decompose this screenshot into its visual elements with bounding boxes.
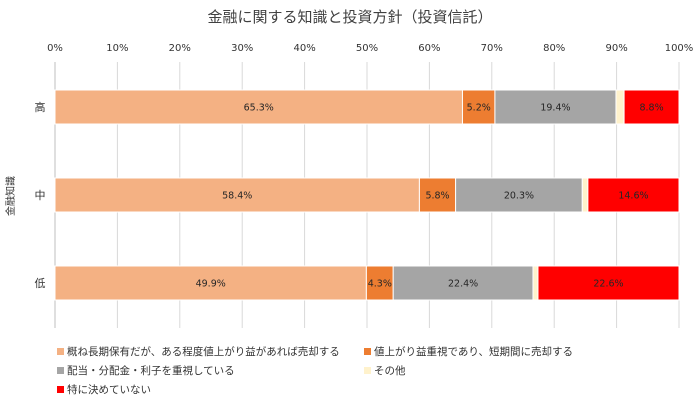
bar-segment [615,89,625,125]
chart-title: 金融に関する知識と投資方針（投資信託） [207,8,492,26]
x-axis-ticks: 0% 10% 20% 30% 40% 50% 60% 70% 80% 90% 100% [47,43,693,54]
bar-segment [54,265,367,301]
data-label: 5.8% [425,191,449,202]
data-label: 58.4% [222,191,252,202]
x-tick-label: 30% [231,43,253,54]
category-label: 中 [35,189,46,202]
x-tick-label: 70% [481,43,503,54]
x-tick-label: 100% [665,43,694,54]
bars: 65.3% 5.2% 19.4% 8.8% 58.4% 5.8% 20.3% 14.6% 49.… [54,89,680,301]
x-tick-label: 0% [47,43,63,54]
bar-segment [623,89,680,125]
bar-segment [581,177,589,213]
legend-swatch [57,386,64,393]
bar-segment [537,265,680,301]
bar-segment [54,177,420,213]
x-tick-label: 80% [543,43,565,54]
bar-segment [418,177,457,213]
x-tick-label: 40% [293,43,315,54]
legend-swatch [364,348,371,355]
legend-swatch [57,348,64,355]
y-axis-label: 金融知識 [4,176,17,216]
x-tick-label: 90% [605,43,627,54]
data-label: 20.3% [504,191,534,202]
bar-segment [54,89,463,125]
legend: 概ね長期保有だが、ある程度値上がり益があれば売却する 値上がり益重視であり、短期間… [57,345,573,396]
bar-segment [392,265,534,301]
legend-label: 配当・分配金・利子を重視している [67,364,235,377]
category-label: 低 [35,277,46,290]
legend-label: その他 [374,364,406,377]
x-tick-label: 10% [106,43,128,54]
data-label: 22.4% [448,279,478,290]
legend-label: 概ね長期保有だが、ある程度値上がり益があれば売却する [67,345,340,358]
data-label: 4.3% [368,279,392,290]
legend-label: 特に決めていない [67,384,151,396]
data-label: 22.6% [593,279,623,290]
bar-segment [461,89,496,125]
data-label: 49.9% [196,279,226,290]
data-label: 65.3% [244,103,274,114]
legend-swatch [364,367,371,374]
category-label: 高 [35,100,46,114]
bar-segment [455,177,583,213]
x-tick-label: 60% [418,43,440,54]
data-label: 14.6% [618,191,648,202]
data-label: 8.8% [639,103,663,114]
data-label: 5.2% [467,103,491,114]
x-tick-label: 20% [169,43,191,54]
bar-segment [532,265,539,301]
category-labels: 高中低 [35,100,46,290]
x-tick-label: 50% [356,43,378,54]
legend-swatch [57,367,64,374]
data-label: 19.4% [540,103,570,114]
bar-segment [587,177,680,213]
legend-label: 値上がり益重視であり、短期間に売却する [374,345,573,358]
